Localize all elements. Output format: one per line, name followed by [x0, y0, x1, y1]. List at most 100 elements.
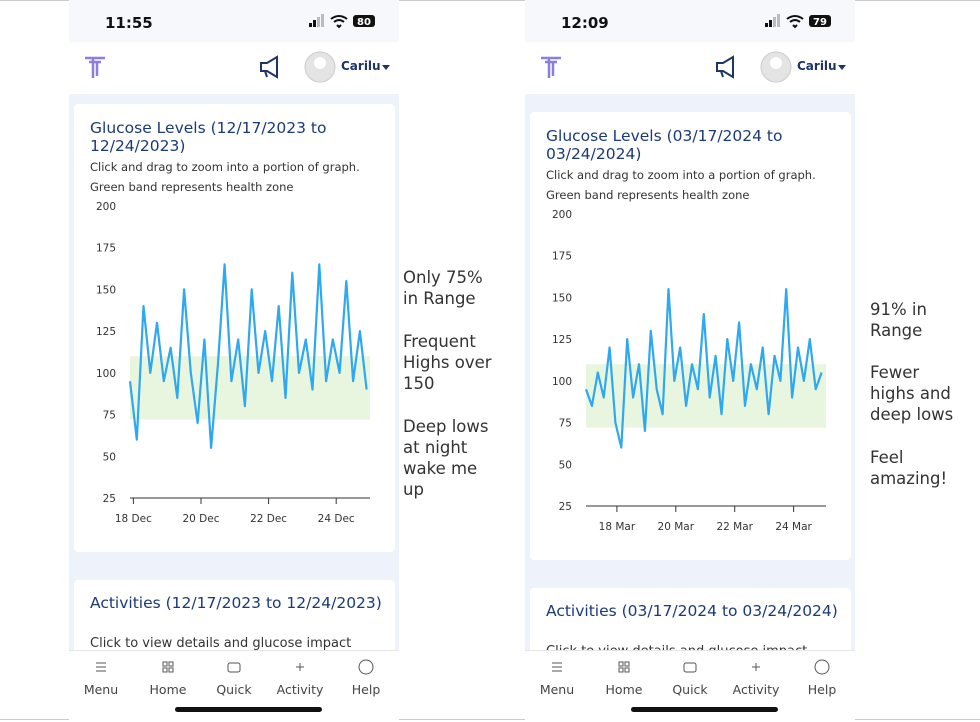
avatar-head	[770, 57, 782, 69]
user-name[interactable]: Carilu	[797, 59, 837, 73]
nav-label[interactable]: Help	[807, 682, 837, 697]
caret	[382, 65, 390, 70]
y-tick-label: 125	[552, 334, 572, 346]
glucose-chart: 25 50 75 100 125 150 175 200 18 Mar 20 Mar 22 Mar 2…	[552, 209, 826, 533]
side-note: Deep lows at night wake me up	[403, 417, 489, 499]
help-icon	[814, 659, 830, 675]
user-name[interactable]: Carilu	[341, 59, 381, 73]
status-time: 11:55	[105, 14, 153, 32]
x-tick-label: 20 Mar	[658, 521, 695, 533]
announce-icon	[716, 55, 734, 79]
status-bar: 11:55 80	[69, 0, 399, 42]
x-tick-label: 18 Dec	[115, 513, 152, 525]
announce-icon	[260, 55, 278, 79]
home-icon	[618, 661, 630, 673]
y-tick-label: 150	[96, 284, 116, 296]
status-icons: 80	[309, 14, 375, 29]
bottom-border	[0, 719, 980, 720]
help-icon	[358, 659, 374, 675]
y-tick-label: 200	[552, 209, 572, 221]
y-tick-label: 75	[559, 418, 572, 430]
header-icons	[541, 51, 846, 83]
activities-text: Click to view details and glucose impact	[90, 636, 352, 651]
nav-label[interactable]: Menu	[83, 682, 119, 697]
glucose-chart: 25 50 75 100 125 150 175 200 18 Dec 20 Dec 22 Dec 2…	[96, 201, 370, 525]
nav-label[interactable]: Home	[149, 682, 187, 697]
camera-icon	[683, 662, 697, 673]
avatar-head	[314, 57, 326, 69]
side-note: Fewer highs and deep lows	[870, 363, 954, 424]
nav-label[interactable]: Home	[605, 682, 643, 697]
bottom-nav: Menu Home Quick Activity Help	[525, 650, 855, 722]
x-tick-label: 22 Dec	[250, 513, 287, 525]
y-tick-label: 50	[103, 451, 116, 463]
phone-screen: 11:55 80 Carilu Glucose Levels (12/17/2023 …	[69, 0, 399, 722]
side-note: Frequent Highs over 150	[403, 332, 492, 393]
caret	[838, 65, 846, 70]
app-header: Carilu	[525, 42, 855, 94]
y-tick-label: 75	[103, 410, 116, 422]
signal-bar	[769, 20, 772, 27]
top-border	[0, 0, 980, 1]
band-note: Green band represents health zone	[546, 188, 750, 202]
wifi-icon	[330, 15, 348, 29]
y-tick-label: 100	[96, 368, 116, 380]
logo	[541, 56, 561, 78]
logo	[85, 56, 105, 78]
activities-title: Activities (12/17/2023 to 12/24/2023)	[90, 594, 382, 612]
camera-icon	[227, 662, 241, 673]
nav-label[interactable]: Activity	[276, 682, 324, 697]
wifi-icon	[786, 15, 804, 29]
nav-label[interactable]: Quick	[672, 682, 708, 697]
status-icons: 79	[765, 14, 831, 29]
menu-icon	[96, 662, 106, 672]
y-tick-label: 200	[96, 201, 116, 213]
battery	[809, 15, 831, 27]
chart-title: Glucose Levels (12/17/2023 to 12/24/2023…	[90, 119, 327, 155]
activities-title: Activities (03/17/2024 to 03/24/2024)	[546, 602, 838, 620]
phone-screen: 12:09 79 Carilu Glucose Levels (03/17/2024 …	[525, 0, 855, 722]
side-note: Feel amazing!	[870, 448, 948, 488]
nav-icons	[552, 659, 830, 675]
band-note: Green band represents health zone	[90, 180, 294, 194]
home-indicator	[631, 707, 778, 712]
side-note: Only 75% in Range	[403, 268, 483, 308]
signal-bar	[317, 17, 320, 27]
chart-subtitle: Click and drag to zoom into a portion of…	[546, 168, 816, 182]
chart-card	[74, 104, 395, 552]
glucose-line	[584, 288, 823, 449]
nav-label[interactable]: Help	[351, 682, 381, 697]
signal-bar	[773, 17, 776, 27]
y-tick-label: 150	[552, 292, 572, 304]
home-indicator	[175, 707, 322, 712]
nav-label[interactable]: Activity	[732, 682, 780, 697]
signal-bar	[321, 14, 324, 27]
y-tick-label: 175	[96, 243, 116, 255]
bottom-nav: Menu Home Quick Activity Help	[69, 650, 399, 722]
x-tick-label: 22 Mar	[716, 521, 753, 533]
plus-icon	[296, 663, 304, 671]
app-header: Carilu	[69, 42, 399, 94]
signal-bar	[309, 23, 312, 27]
y-tick-label: 25	[103, 493, 116, 505]
battery	[353, 15, 375, 27]
x-tick-label: 18 Mar	[599, 521, 636, 533]
signal-bar	[313, 20, 316, 27]
nav-label[interactable]: Quick	[216, 682, 252, 697]
chart-title: Glucose Levels (03/17/2024 to 03/24/2024…	[546, 127, 783, 163]
home-icon	[162, 661, 174, 673]
signal-bar	[765, 23, 768, 27]
y-tick-label: 175	[552, 251, 572, 263]
y-tick-label: 25	[559, 501, 572, 513]
y-tick-label: 125	[96, 326, 116, 338]
glucose-line	[128, 263, 368, 449]
nav-label[interactable]: Menu	[539, 682, 575, 697]
header-icons	[85, 51, 390, 83]
status-time: 12:09	[561, 14, 609, 32]
signal-bar	[777, 14, 780, 27]
x-tick-label: 20 Dec	[182, 513, 219, 525]
x-tick-label: 24 Dec	[318, 513, 355, 525]
status-bar: 12:09 79	[525, 0, 855, 42]
menu-icon	[552, 662, 562, 672]
